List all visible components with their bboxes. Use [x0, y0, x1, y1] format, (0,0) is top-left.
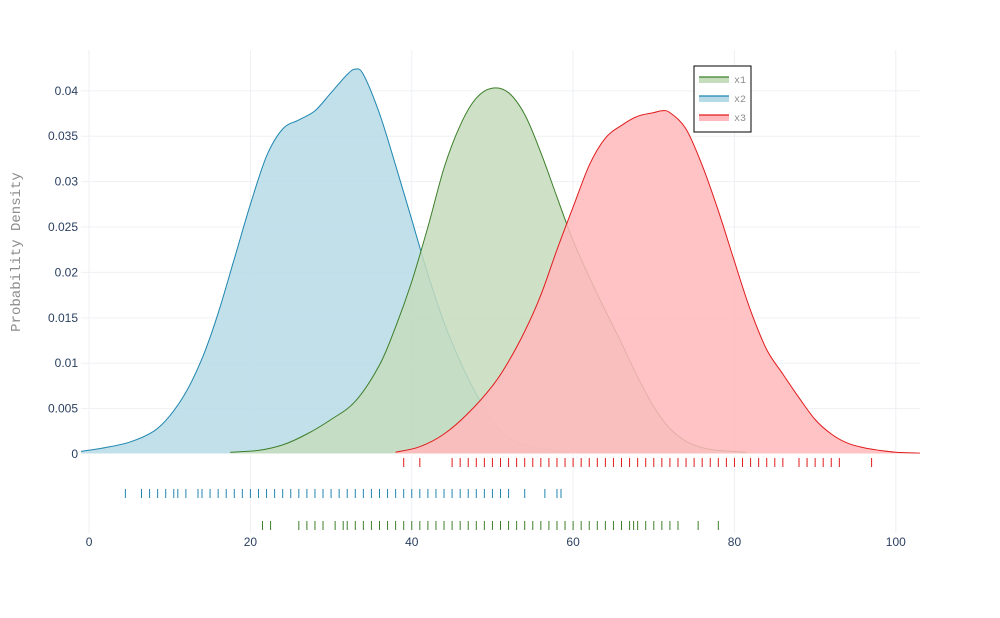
y-tick-label: 0.015 [48, 311, 78, 325]
legend-label: x3 [734, 114, 746, 125]
rug-plots [124, 458, 873, 530]
legend[interactable]: x1 x2 x3 [693, 65, 752, 133]
y-tick-label: 0.02 [55, 265, 79, 279]
x-tick-label: 20 [244, 535, 258, 549]
legend-label: x2 [734, 95, 746, 106]
y-tick-label: 0.025 [48, 220, 78, 234]
legend-label: x1 [734, 76, 746, 87]
y-tick-label: 0.035 [48, 129, 78, 143]
density-line-x3 [395, 110, 921, 454]
density-area-x3 [395, 110, 921, 455]
y-tick-label: 0 [71, 447, 78, 461]
x-tick-label: 80 [728, 535, 742, 549]
legend-item-x2[interactable]: x2 [699, 95, 746, 106]
x-tick-label: 100 [886, 535, 906, 549]
density-areas [80, 68, 921, 455]
legend-swatch [699, 115, 729, 121]
x-tick-label: 40 [405, 535, 419, 549]
y-tick-label: 0.03 [55, 175, 79, 189]
legend-swatch [699, 96, 729, 102]
legend-swatch [699, 77, 729, 83]
y-tick-label: 0.005 [48, 402, 78, 416]
axes: 0 0.005 0.01 0.015 0.02 0.025 0.03 0.035 0.04 0 20… [48, 84, 920, 549]
x-tick-label: 60 [566, 535, 580, 549]
y-axis-title: Probability Density [9, 172, 25, 332]
y-tick-label: 0.04 [55, 84, 79, 98]
legend-item-x3[interactable]: x3 [699, 114, 746, 125]
legend-item-x1[interactable]: x1 [699, 76, 746, 87]
y-tick-label: 0.01 [55, 356, 79, 370]
x-tick-label: 0 [86, 535, 93, 549]
